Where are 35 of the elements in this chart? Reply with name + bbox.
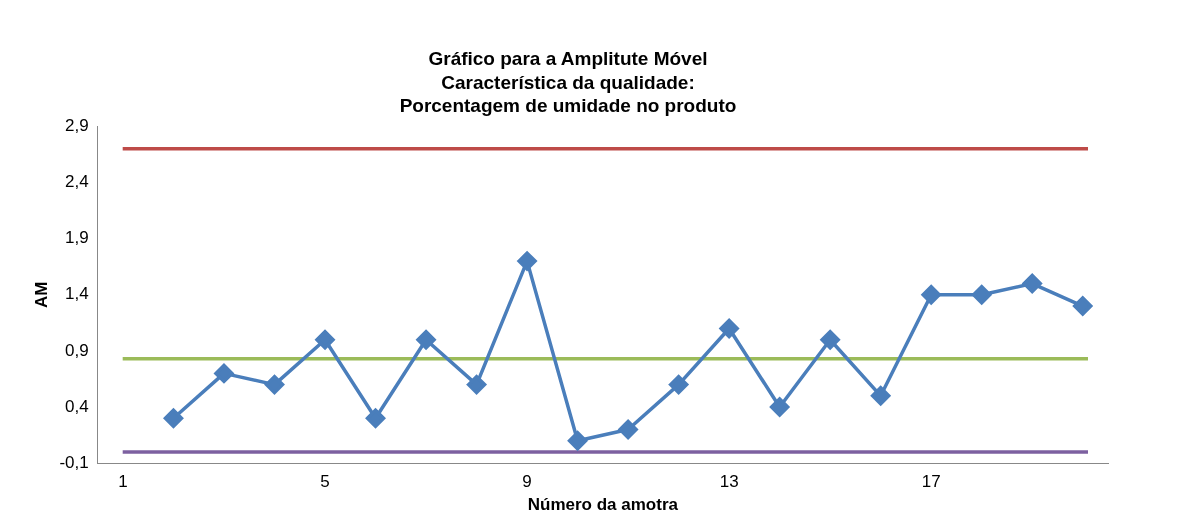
y-tick-label: 1,4	[65, 284, 89, 304]
point	[567, 431, 588, 451]
y-tick-label: 2,9	[65, 116, 89, 136]
x-axis-title: Número da amotra	[527, 495, 679, 515]
x-tick-label: 9	[522, 472, 532, 492]
x-tick-label: 1	[118, 472, 128, 492]
point	[163, 408, 184, 429]
point	[315, 329, 335, 350]
point	[820, 329, 840, 350]
y-tick-label: 2,4	[65, 172, 89, 192]
point	[214, 363, 234, 384]
point	[466, 374, 487, 395]
point	[618, 419, 638, 440]
point	[517, 251, 537, 271]
point	[668, 374, 689, 395]
point	[719, 318, 739, 339]
x-tick-label: 13	[719, 472, 739, 492]
point	[870, 386, 891, 406]
y-tick-label: 0,9	[65, 340, 89, 360]
y-axis-title: AM	[31, 281, 51, 309]
x-tick-label: 17	[921, 472, 941, 492]
y-tick-label: 1,9	[65, 228, 89, 248]
point	[769, 397, 790, 417]
point	[971, 285, 992, 305]
chart-title: Gráfico para a Amplitute Móvel	[428, 47, 708, 69]
x-tick-label: 5	[320, 472, 330, 492]
y-tick-label: 0,4	[65, 396, 89, 416]
chart-subtitle: Característica da qualidade: Porcentagem de umidade no produto	[399, 72, 737, 117]
y-tick-label: -0,1	[59, 452, 89, 472]
point	[921, 285, 941, 305]
point	[1022, 273, 1042, 294]
point	[1072, 296, 1093, 316]
point	[416, 329, 436, 350]
point	[365, 408, 386, 429]
point	[264, 374, 285, 395]
